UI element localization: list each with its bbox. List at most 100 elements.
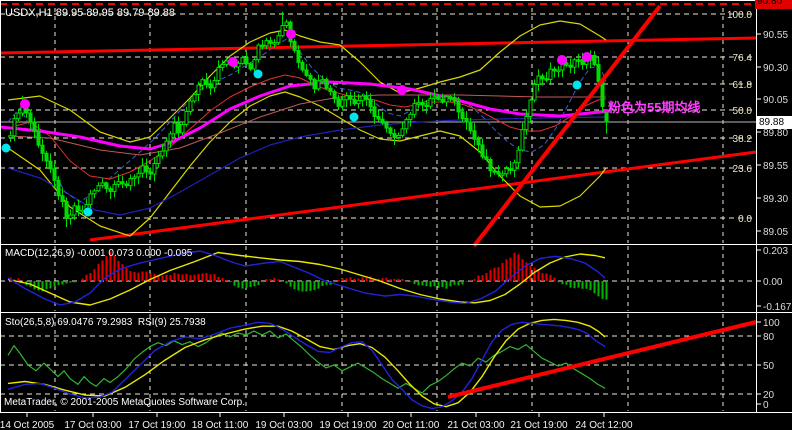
candle-body xyxy=(64,201,69,219)
candle-body xyxy=(452,97,457,102)
candle-body xyxy=(284,21,289,26)
candle-body xyxy=(112,183,117,192)
macd-axis-label: 0.00 xyxy=(763,277,783,288)
candle-body xyxy=(596,64,601,83)
candle-body xyxy=(180,124,185,134)
candle-body xyxy=(92,190,97,195)
cyan-signal-dot xyxy=(349,112,359,122)
sto-plot-area[interactable] xyxy=(0,312,756,412)
candle-body xyxy=(512,162,517,171)
candle-body xyxy=(60,195,65,202)
price-axis-label: 90.30 xyxy=(763,63,788,74)
candle-body xyxy=(316,80,321,90)
red-trendline xyxy=(0,36,757,55)
candle-body xyxy=(132,176,137,180)
candle-body xyxy=(556,69,561,73)
candle-body xyxy=(260,44,265,48)
candle-body xyxy=(468,121,473,132)
price-axis-label: 89.05 xyxy=(763,227,788,238)
candle-body xyxy=(36,131,41,146)
fib-level-label: 23.6 xyxy=(733,164,753,175)
candle-body xyxy=(108,188,113,192)
candle-body xyxy=(580,59,585,65)
candle-body xyxy=(40,144,45,154)
candle-body xyxy=(12,118,17,137)
candle-body xyxy=(440,98,445,103)
candle-body xyxy=(392,133,397,139)
time-axis-label: 19 Oct 03:00 xyxy=(255,420,313,430)
candle-body xyxy=(524,116,529,131)
candle-body xyxy=(268,40,273,44)
macd-axis-label: -0.167 xyxy=(763,302,792,313)
candle-body xyxy=(196,84,201,95)
ma55-magenta-line xyxy=(0,80,611,151)
candle-body xyxy=(396,135,401,139)
candle-body xyxy=(300,61,305,71)
time-axis-area[interactable] xyxy=(0,412,792,430)
candle-body xyxy=(116,181,121,185)
candle-body xyxy=(536,75,541,85)
sto-axis-label: 0 xyxy=(763,400,769,411)
candle-body xyxy=(144,165,149,173)
sto-red-trendline xyxy=(447,320,757,399)
cyan-signal-dot xyxy=(253,69,263,79)
candle-body xyxy=(376,116,381,120)
candle-body xyxy=(88,193,93,206)
candle-body xyxy=(188,100,193,112)
candle-body xyxy=(508,168,513,171)
candle-body xyxy=(456,100,461,113)
price-axis-label: 90.05 xyxy=(763,95,788,106)
candle-body xyxy=(372,106,377,118)
time-axis-label: 18 Oct 11:00 xyxy=(192,420,249,430)
candle-body xyxy=(448,96,453,99)
candle-body xyxy=(332,91,337,100)
candle-body xyxy=(216,66,221,82)
candle-body xyxy=(528,99,533,117)
candle-body xyxy=(28,112,33,123)
candle-body xyxy=(208,84,213,89)
candle-body xyxy=(328,87,333,93)
candle-body xyxy=(308,74,313,80)
candle-body xyxy=(176,122,181,134)
magenta-signal-dot xyxy=(286,29,296,39)
candle-body xyxy=(312,78,317,90)
candle-body xyxy=(532,84,537,101)
candle-body xyxy=(504,168,509,175)
candle-body xyxy=(400,128,405,136)
time-axis-label: 21 Oct 19:00 xyxy=(510,420,568,430)
candle-body xyxy=(248,63,253,70)
candle-body xyxy=(32,121,37,133)
current-price-box: 89.88 xyxy=(757,116,792,129)
time-axis-label: 19 Oct 19:00 xyxy=(319,420,377,430)
candle-body xyxy=(320,78,325,82)
candle-body xyxy=(548,68,553,80)
candle-body xyxy=(380,118,385,124)
candle-body xyxy=(56,179,61,197)
candle-body xyxy=(516,149,521,164)
candle-body xyxy=(364,95,369,100)
price-axis-area[interactable] xyxy=(756,0,792,412)
candle-body xyxy=(412,102,417,115)
candle-body xyxy=(460,111,465,120)
candle-body xyxy=(476,138,481,146)
candle-body xyxy=(576,59,581,62)
candle-body xyxy=(224,60,229,66)
candle-body xyxy=(124,183,129,187)
macd-main-line xyxy=(7,250,606,306)
candle-body xyxy=(420,101,425,106)
macd-plot-area[interactable] xyxy=(0,244,756,312)
time-axis-label: 21 Oct 03:00 xyxy=(447,420,505,430)
time-axis-label: 24 Oct 12:00 xyxy=(575,420,633,430)
candle-body xyxy=(272,42,277,45)
candle-body xyxy=(356,100,361,105)
candle-body xyxy=(384,122,389,129)
candle-body xyxy=(240,57,245,64)
candle-body xyxy=(120,181,125,185)
price-axis-label: 89.30 xyxy=(763,194,788,205)
candle-body xyxy=(16,112,21,120)
candle-body xyxy=(464,118,469,123)
steep-red-trendline xyxy=(472,4,662,248)
candle-body xyxy=(140,165,145,174)
